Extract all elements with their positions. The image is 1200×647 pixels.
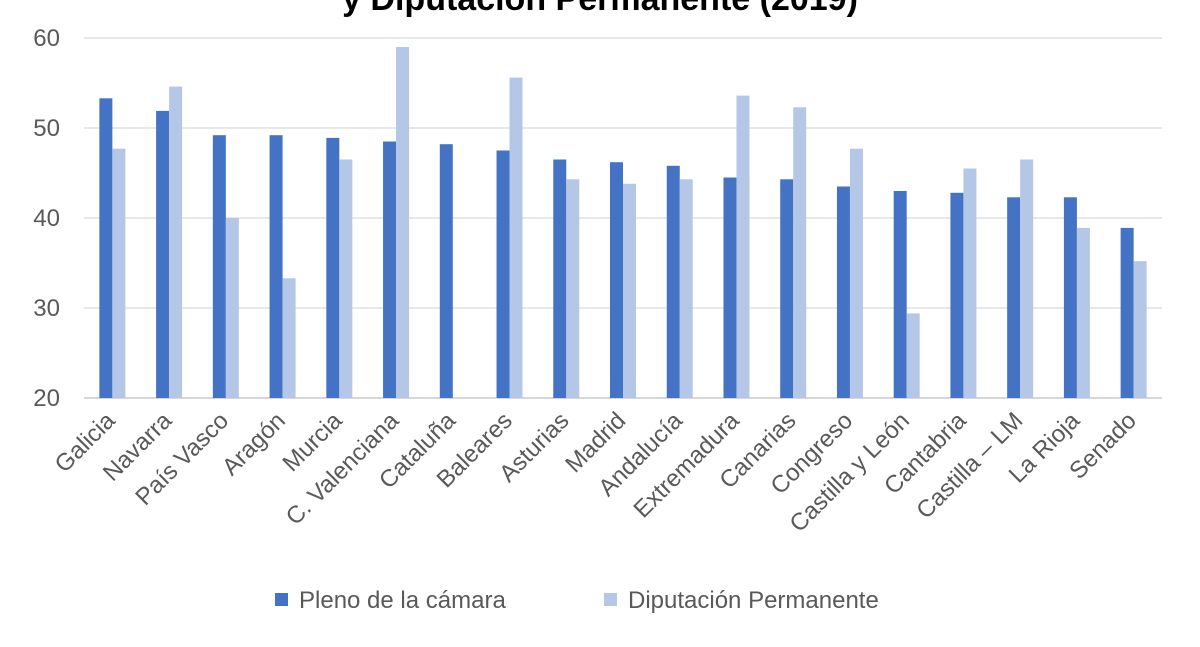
bar-diputacion — [1133, 261, 1147, 398]
bar-diputacion — [282, 278, 296, 398]
bar-diputacion — [679, 179, 693, 398]
bar-diputacion — [169, 86, 183, 398]
bar-pleno — [950, 192, 964, 398]
bar-pleno — [99, 98, 113, 399]
legend-label: Pleno de la cámara — [299, 587, 506, 614]
legend: Pleno de la cámara Diputación Permanente — [275, 587, 879, 614]
bar-diputacion — [736, 95, 750, 398]
bar-diputacion — [623, 183, 636, 398]
bar-diputacion — [396, 47, 410, 398]
bar-pleno — [269, 135, 283, 398]
bar-diputacion — [339, 159, 353, 398]
y-tick-label: 20 — [33, 385, 60, 412]
bar-pleno — [326, 137, 340, 398]
bar-diputacion — [112, 148, 126, 398]
y-tick-label: 30 — [33, 295, 60, 322]
bar-pleno — [439, 144, 453, 398]
bar-diputacion — [1076, 227, 1090, 398]
x-tick-label: Aragón — [217, 407, 291, 481]
bar-pleno — [1007, 197, 1021, 398]
y-tick-label: 60 — [33, 25, 60, 52]
legend-swatch — [275, 593, 288, 606]
bar-pleno — [156, 110, 170, 399]
y-tick-label: 40 — [33, 205, 60, 232]
bar-diputacion — [509, 77, 523, 398]
bar-diputacion — [849, 148, 863, 398]
bar-diputacion — [906, 313, 920, 398]
y-tick-label: 50 — [33, 115, 60, 142]
bar-pleno — [780, 179, 794, 398]
bar-diputacion — [963, 168, 977, 398]
bar-diputacion — [793, 107, 807, 399]
bar-pleno — [1120, 227, 1134, 398]
bar-pleno — [836, 186, 850, 398]
bar-diputacion — [225, 218, 239, 398]
legend-label: Diputación Permanente — [628, 587, 879, 614]
bar-pleno — [1063, 197, 1077, 398]
bar-pleno — [723, 177, 737, 398]
bar-pleno — [496, 150, 510, 398]
bar-pleno — [553, 159, 567, 398]
bar-pleno — [666, 165, 680, 398]
bar-diputacion — [566, 179, 580, 398]
bar-pleno — [893, 191, 907, 398]
bar-pleno — [212, 135, 226, 398]
y-axis: 20 30 40 50 60 — [33, 25, 60, 412]
bars — [99, 47, 1147, 399]
bar-pleno — [610, 162, 623, 398]
chart-title: y Diputación Permanente (2019) — [0, 0, 1200, 19]
legend-swatch — [604, 593, 617, 606]
bar-pleno — [383, 141, 397, 398]
bar-diputacion — [1020, 159, 1034, 398]
